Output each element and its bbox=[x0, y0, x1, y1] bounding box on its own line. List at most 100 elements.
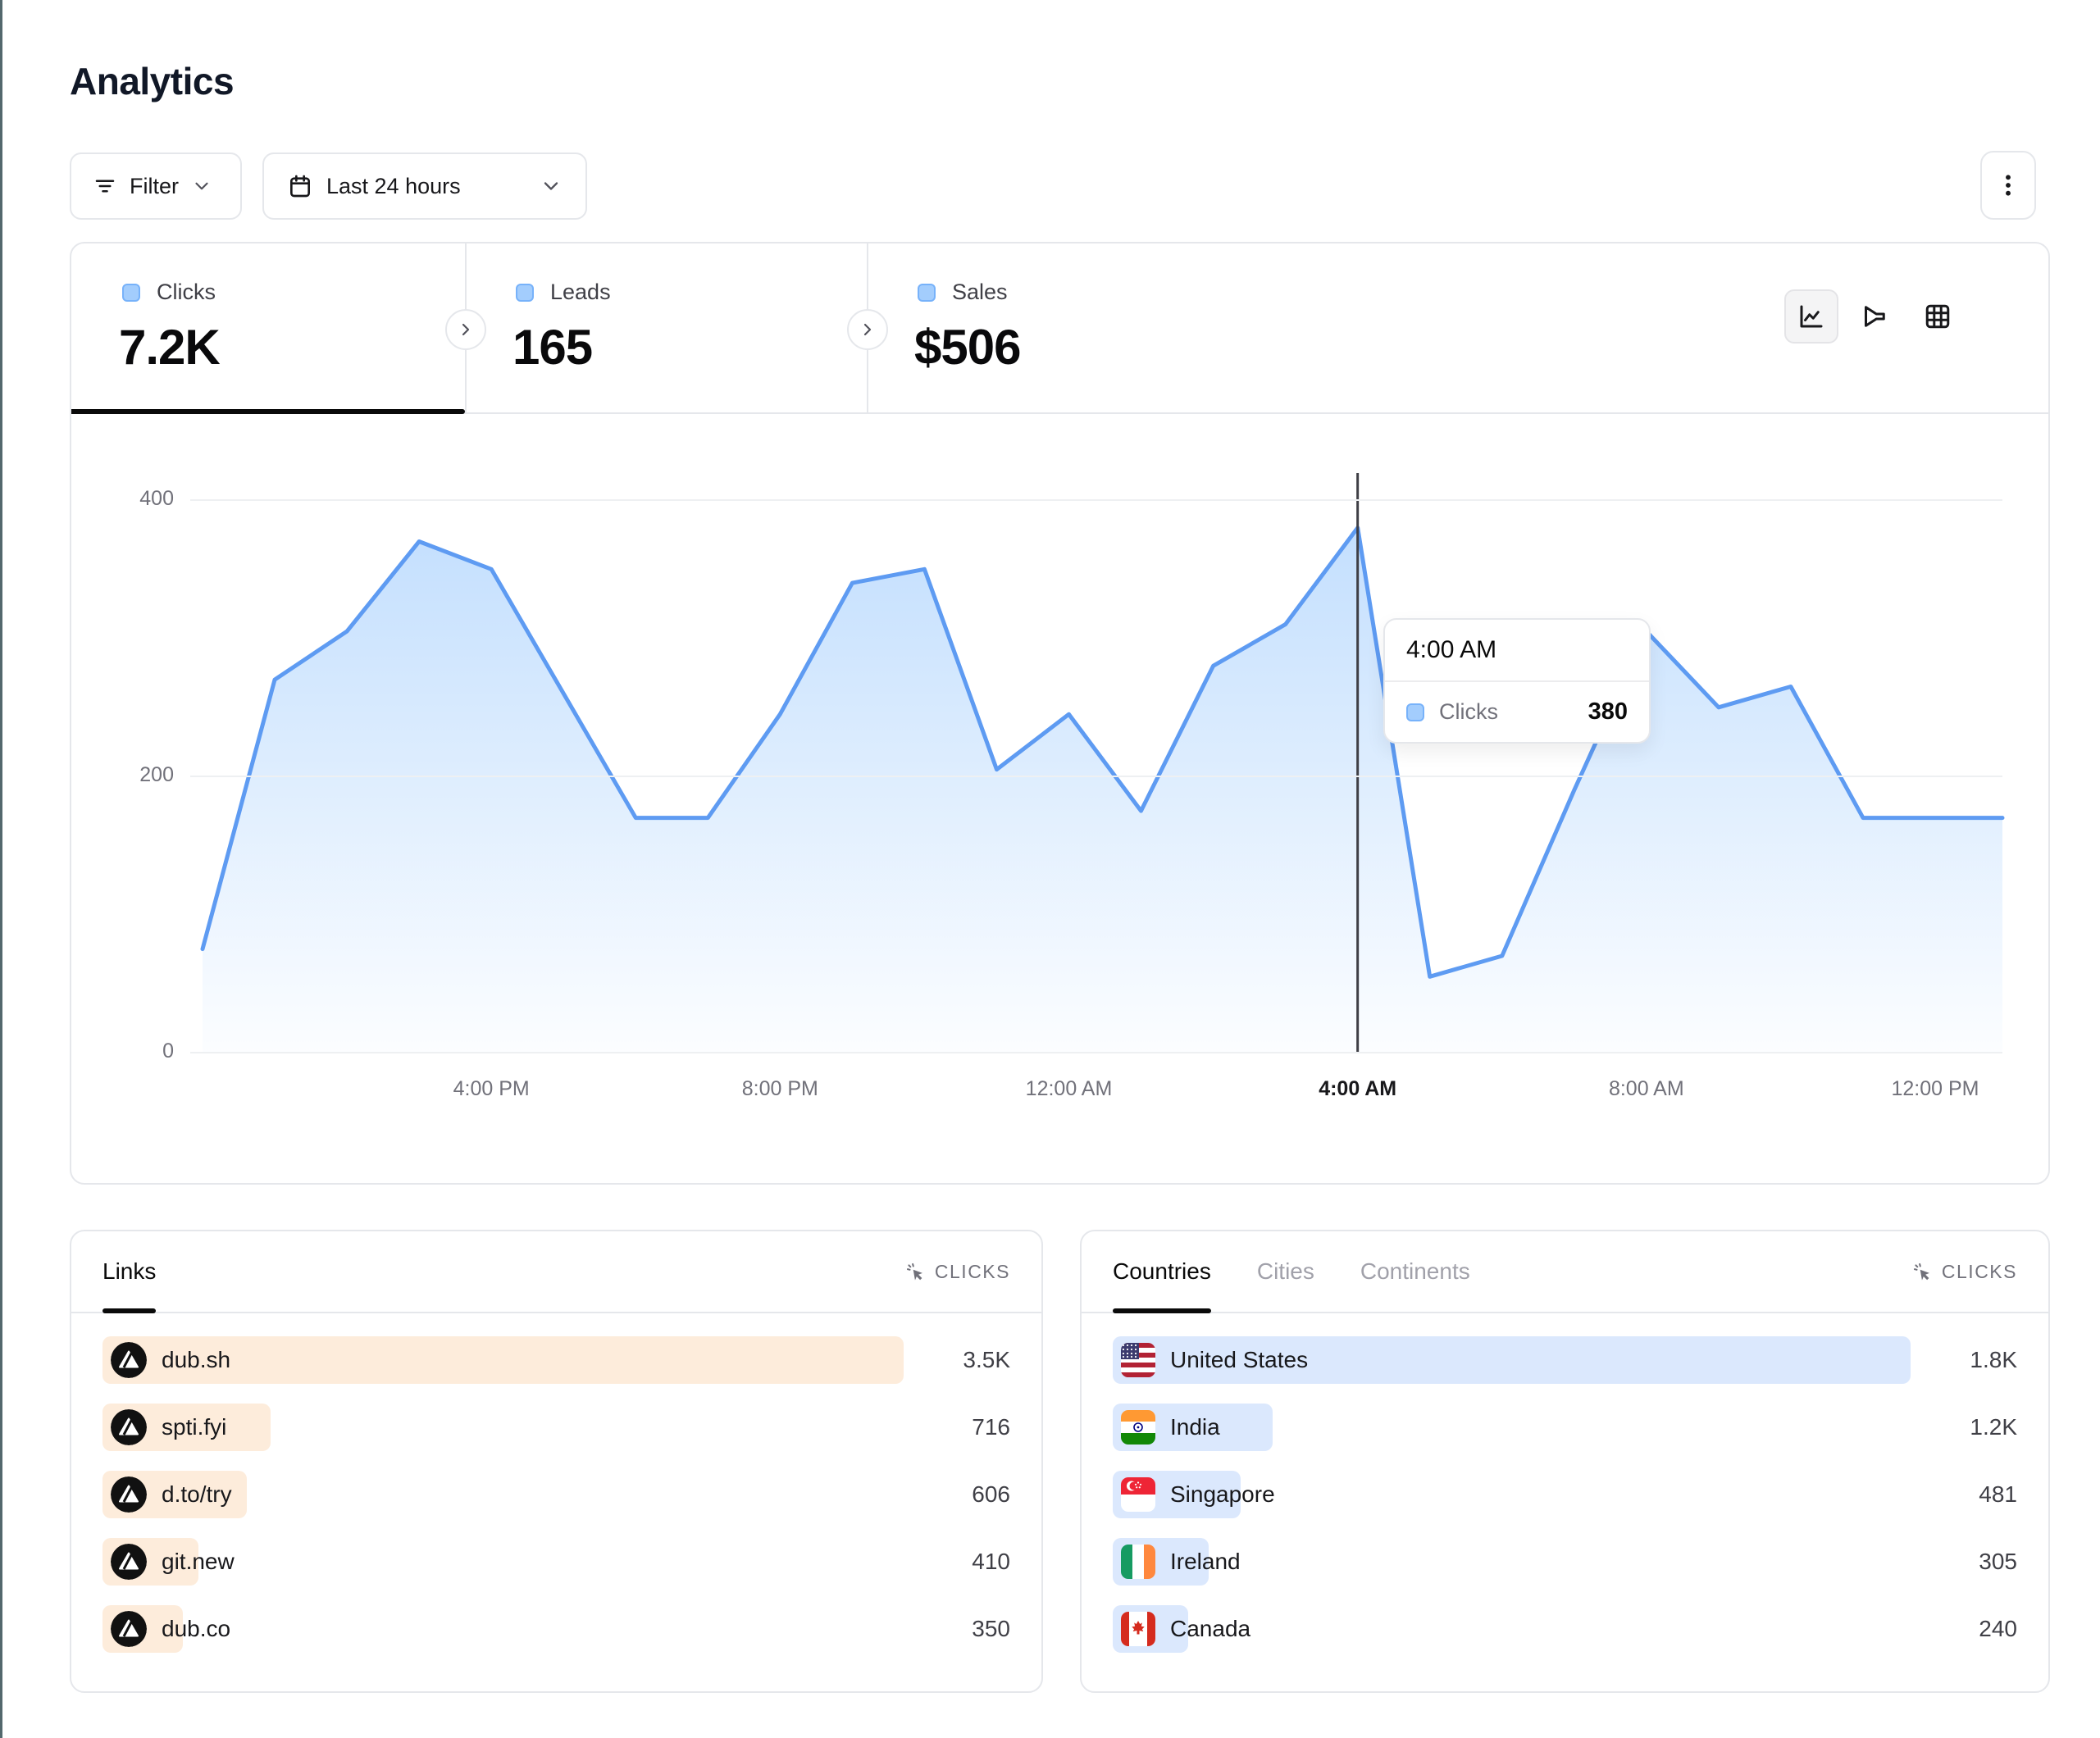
country-row[interactable]: India 1.2K bbox=[1113, 1404, 2017, 1451]
sales-value: $506 bbox=[914, 320, 1021, 375]
chart-view-toggles bbox=[1784, 289, 1965, 344]
flag-ca-icon bbox=[1121, 1612, 1155, 1646]
funnel-icon bbox=[1860, 302, 1889, 331]
area-chart-plot bbox=[200, 473, 2005, 1053]
gridline bbox=[190, 499, 2002, 501]
y-axis-tick: 0 bbox=[162, 1040, 174, 1062]
country-name: Ireland bbox=[1170, 1549, 1241, 1574]
link-row[interactable]: dub.sh 3.5K bbox=[102, 1336, 1010, 1384]
country-row[interactable]: Singapore 481 bbox=[1113, 1471, 2017, 1518]
clicks-label: Clicks bbox=[157, 280, 216, 304]
chevron-right-icon bbox=[858, 320, 877, 339]
link-row[interactable]: dub.co 350 bbox=[102, 1605, 1010, 1653]
country-name: Canada bbox=[1170, 1616, 1251, 1641]
x-axis-tick: 8:00 PM bbox=[741, 1077, 818, 1100]
row-content: git.new bbox=[102, 1544, 235, 1580]
area-fill bbox=[203, 527, 2002, 1053]
cities-tab-label: Cities bbox=[1256, 1258, 1314, 1284]
link-name: git.new bbox=[162, 1549, 235, 1574]
expand-sales-button[interactable] bbox=[847, 309, 888, 350]
clicks-count: 350 bbox=[972, 1616, 1010, 1641]
flag-in-icon bbox=[1121, 1410, 1155, 1445]
continents-tab-label: Continents bbox=[1360, 1258, 1470, 1284]
row-content: Canada bbox=[1113, 1612, 1250, 1646]
country-row[interactable]: United States 1.8K bbox=[1113, 1336, 2017, 1384]
tab-clicks[interactable]: Clicks 7.2K bbox=[71, 243, 465, 414]
line-chart-view-button[interactable] bbox=[1784, 289, 1838, 344]
funnel-view-button[interactable] bbox=[1847, 289, 1902, 344]
link-name: spti.fyi bbox=[162, 1414, 227, 1440]
line-chart-icon bbox=[1797, 302, 1826, 331]
links-list: dub.sh 3.5K spti.fyi 716 d.to/try 606 git.new 4… bbox=[71, 1313, 1041, 1695]
link-name: dub.co bbox=[162, 1616, 231, 1641]
links-metric-selector[interactable]: CLICKS bbox=[904, 1261, 1010, 1283]
row-content: Singapore bbox=[1113, 1477, 1275, 1512]
row-content: Ireland bbox=[1113, 1545, 1241, 1579]
dub-logo-icon bbox=[111, 1611, 147, 1647]
link-row[interactable]: spti.fyi 716 bbox=[102, 1404, 1010, 1451]
usage-bar bbox=[102, 1336, 904, 1384]
link-row[interactable]: git.new 410 bbox=[102, 1538, 1010, 1586]
leads-series-swatch bbox=[516, 283, 534, 302]
country-row[interactable]: Canada 240 bbox=[1113, 1605, 2017, 1653]
link-name: dub.sh bbox=[162, 1347, 231, 1372]
countries-tab-label: Countries bbox=[1113, 1258, 1211, 1284]
clicks-count: 481 bbox=[1979, 1481, 2017, 1507]
country-name: Singapore bbox=[1170, 1481, 1275, 1507]
table-view-button[interactable] bbox=[1911, 289, 1965, 344]
sales-label: Sales bbox=[952, 280, 1008, 304]
x-axis: 4:00 PM 8:00 PM 12:00 AM 4:00 AM 8:00 AM 12:0… bbox=[190, 1077, 2002, 1110]
link-row[interactable]: d.to/try 606 bbox=[102, 1471, 1010, 1518]
date-range-button[interactable]: Last 24 hours bbox=[262, 152, 587, 220]
tab-countries[interactable]: Countries bbox=[1113, 1231, 1211, 1313]
tab-links[interactable]: Links bbox=[102, 1231, 157, 1313]
filter-button[interactable]: Filter bbox=[70, 152, 242, 220]
clicks-timeseries-chart[interactable]: 4:00 PM 8:00 PM 12:00 AM 4:00 AM 8:00 AM 12:0… bbox=[139, 473, 2005, 1100]
bar-track bbox=[1113, 1404, 1911, 1451]
tooltip-value: 380 bbox=[1588, 698, 1628, 725]
tooltip-time: 4:00 AM bbox=[1385, 620, 1649, 682]
x-axis-tick: 4:00 AM bbox=[1319, 1077, 1397, 1100]
row-content: India bbox=[1113, 1410, 1220, 1445]
tab-continents[interactable]: Continents bbox=[1360, 1231, 1470, 1312]
chart-tooltip: 4:00 AM Clicks 380 bbox=[1383, 618, 1651, 744]
x-axis-tick: 4:00 PM bbox=[453, 1077, 530, 1100]
tab-sales[interactable]: Sales $506 bbox=[867, 243, 1269, 414]
clicks-count: 305 bbox=[1979, 1549, 2017, 1574]
expand-leads-button[interactable] bbox=[445, 309, 486, 350]
country-name: United States bbox=[1170, 1347, 1309, 1372]
chevron-down-icon bbox=[191, 175, 212, 197]
cursor-click-icon bbox=[904, 1261, 927, 1283]
dub-logo-icon bbox=[111, 1544, 147, 1580]
country-name: India bbox=[1170, 1414, 1220, 1440]
table-icon bbox=[1923, 302, 1952, 331]
clicks-series-swatch bbox=[122, 283, 140, 302]
bar-track bbox=[1113, 1336, 1911, 1384]
flag-us-icon bbox=[1121, 1343, 1155, 1377]
row-content: d.to/try bbox=[102, 1476, 232, 1513]
x-axis-tick: 12:00 AM bbox=[1025, 1077, 1113, 1100]
y-axis-tick: 200 bbox=[139, 763, 174, 786]
links-tab-label: Links bbox=[102, 1258, 157, 1284]
tab-leads[interactable]: Leads 165 bbox=[465, 243, 867, 414]
country-row[interactable]: Ireland 305 bbox=[1113, 1538, 2017, 1586]
usage-bar bbox=[1113, 1336, 1911, 1384]
chevron-right-icon bbox=[456, 320, 476, 339]
chevron-down-icon bbox=[540, 175, 563, 198]
filter-icon bbox=[93, 174, 117, 198]
stats-tabs-row: Clicks 7.2K Leads 165 Sales $506 bbox=[71, 243, 2048, 414]
more-options-button[interactable] bbox=[1980, 151, 2036, 220]
clicks-count: 1.8K bbox=[1970, 1347, 2017, 1372]
x-axis-tick: 8:00 AM bbox=[1608, 1077, 1684, 1100]
clicks-value: 7.2K bbox=[119, 320, 221, 375]
links-panel-header: Links CLICKS bbox=[71, 1231, 1041, 1313]
row-content: dub.sh bbox=[102, 1342, 230, 1378]
links-panel: Links CLICKS dub.sh 3.5K spti.fyi 716 d.to/t… bbox=[70, 1230, 1043, 1693]
tab-cities[interactable]: Cities bbox=[1257, 1231, 1314, 1312]
links-metric-label: CLICKS bbox=[934, 1260, 1010, 1282]
x-axis-tick: 12:00 PM bbox=[1891, 1077, 1979, 1100]
clicks-count: 606 bbox=[972, 1481, 1010, 1507]
row-content: dub.co bbox=[102, 1611, 230, 1647]
bar-track bbox=[102, 1336, 904, 1384]
countries-metric-selector[interactable]: CLICKS bbox=[1911, 1261, 2017, 1283]
